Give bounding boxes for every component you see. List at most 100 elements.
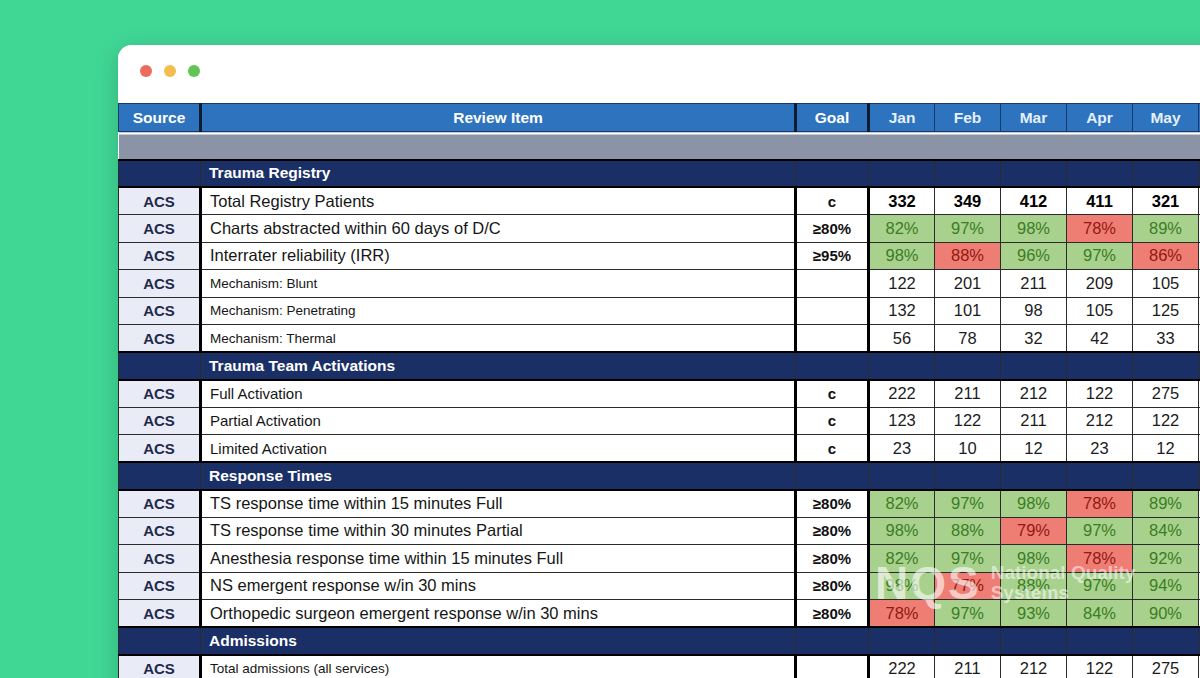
table-body: Trauma RegistryACSTotal Registry Patient… [119,160,1200,678]
section-cell [796,462,869,490]
value-cell: 222 [869,380,935,408]
source-cell: ACS [119,655,201,678]
section-cell [796,627,869,655]
section-cell [935,352,1001,380]
section-cell [1133,627,1199,655]
section-cell [1133,462,1199,490]
section-cell [1001,160,1067,188]
review-item-cell: Orthopedic surgeon emergent response w/i… [201,600,796,628]
value-cell: 89% [1133,215,1199,243]
value-cell: 105 [1067,297,1133,325]
value-cell: 23 [869,435,935,463]
value-cell: 125 [1133,297,1199,325]
value-cell: 122 [869,270,935,298]
section-cell [869,160,935,188]
review-item-cell: Limited Activation [201,435,796,463]
value-cell: 349 [935,187,1001,215]
source-cell: ACS [119,242,201,270]
value-cell: 96% [1001,242,1067,270]
section-cell [119,352,201,380]
value-cell: 212 [1001,655,1067,678]
goal-cell: ≥80% [796,600,869,628]
section-row: Trauma Registry [119,160,1200,188]
review-item-cell: Interrater reliability (IRR) [201,242,796,270]
section-cell [796,352,869,380]
value-cell: 211 [1001,270,1067,298]
zoom-button-icon[interactable] [188,65,200,77]
source-cell: ACS [119,545,201,573]
table-row: ACSLimited Activationc2310122312 [119,435,1200,463]
section-cell [869,462,935,490]
value-cell: 10 [935,435,1001,463]
column-header-apr: Apr [1067,104,1133,132]
value-cell: 92% [1133,545,1199,573]
section-label: Trauma Registry [201,160,796,188]
section-cell [1133,352,1199,380]
value-cell: 90% [1133,600,1199,628]
review-item-cell: Mechanism: Thermal [201,325,796,353]
goal-cell: c [796,407,869,435]
section-row: Response Times [119,462,1200,490]
section-cell [869,627,935,655]
section-cell [869,352,935,380]
section-label: Admissions [201,627,796,655]
value-cell: 78 [935,325,1001,353]
source-cell: ACS [119,572,201,600]
value-cell: 88% [1001,572,1067,600]
table-header-row: Source Review Item Goal Jan Feb Mar Apr … [119,104,1200,132]
value-cell: 321 [1133,187,1199,215]
section-cell [1067,352,1133,380]
value-cell: 122 [1133,407,1199,435]
value-cell: 98% [869,242,935,270]
value-cell: 97% [935,600,1001,628]
section-cell [1133,160,1199,188]
value-cell: 97% [1067,517,1133,545]
value-cell: 212 [1067,407,1133,435]
section-cell [119,160,201,188]
table-row: ACSTotal Registry Patientsc3323494124113… [119,187,1200,215]
source-cell: ACS [119,215,201,243]
value-cell: 32 [1001,325,1067,353]
review-item-cell: Anesthesia response time within 15 minut… [201,545,796,573]
column-header-may: May [1133,104,1199,132]
value-cell: 222 [869,655,935,678]
app-window: Source Review Item Goal Jan Feb Mar Apr … [118,45,1200,678]
table-row: ACSMechanism: Penetrating13210198105125 [119,297,1200,325]
goal-cell: ≥80% [796,545,869,573]
table-row: ACSTS response time within 30 minutes Pa… [119,517,1200,545]
close-button-icon[interactable] [140,65,152,77]
value-cell: 201 [935,270,1001,298]
value-cell: 12 [1133,435,1199,463]
value-cell: 86% [1133,242,1199,270]
source-cell: ACS [119,297,201,325]
minimize-button-icon[interactable] [164,65,176,77]
table-row: ACSTS response time within 15 minutes Fu… [119,490,1200,518]
value-cell: 98 [1001,297,1067,325]
value-cell: 101 [935,297,1001,325]
value-cell: 97% [1067,242,1133,270]
source-cell: ACS [119,600,201,628]
traffic-lights [140,65,200,77]
value-cell: 78% [1067,490,1133,518]
section-cell [1067,462,1133,490]
goal-cell: ≥80% [796,215,869,243]
value-cell: 88% [935,242,1001,270]
column-header-mar: Mar [1001,104,1067,132]
table-row: ACSFull Activationc222211212122275 [119,380,1200,408]
value-cell: 97% [1067,572,1133,600]
value-cell: 211 [935,380,1001,408]
section-cell [1067,627,1133,655]
value-cell: 411 [1067,187,1133,215]
table-row: ACSNS emergent response w/in 30 mins≥80%… [119,572,1200,600]
table-row: ACSPartial Activationc123122211212122 [119,407,1200,435]
column-header-feb: Feb [935,104,1001,132]
goal-cell: ≥80% [796,572,869,600]
goal-cell: c [796,435,869,463]
value-cell: 77% [935,572,1001,600]
window-titlebar [118,45,1200,103]
value-cell: 12 [1001,435,1067,463]
goal-cell [796,297,869,325]
table-row: ACSCharts abstracted within 60 days of D… [119,215,1200,243]
value-cell: 98% [869,517,935,545]
value-cell: 56 [869,325,935,353]
